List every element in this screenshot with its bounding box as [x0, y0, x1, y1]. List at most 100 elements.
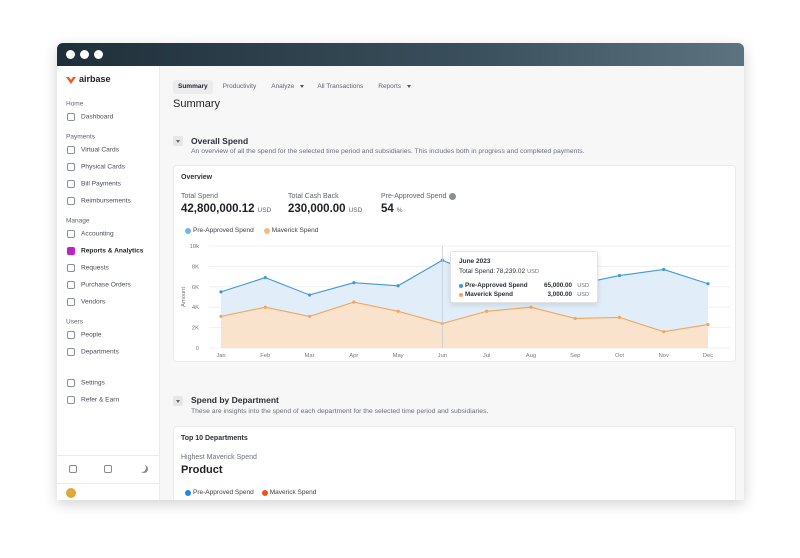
divider — [57, 483, 160, 484]
x-tick-label: Sep — [570, 353, 580, 359]
data-point — [529, 305, 533, 309]
data-point — [706, 282, 710, 286]
nav-heading: Manage — [66, 217, 90, 225]
tooltip-total-label: Total Spend: — [459, 268, 496, 275]
data-point — [573, 316, 577, 321]
nav-item[interactable]: Physical Cards — [81, 163, 125, 171]
tooltip-total-value: 78,239.02 — [496, 268, 526, 275]
tab[interactable]: Reports — [378, 83, 402, 90]
tooltip-row-name: Pre-Approved Spend — [465, 282, 528, 289]
nav-heading: Payments — [66, 133, 95, 141]
metric-unit: % — [396, 207, 403, 214]
nav-item[interactable]: Refer & Earn — [81, 396, 120, 404]
metric-unit: USD — [348, 207, 363, 214]
tab[interactable]: Summary — [173, 80, 213, 94]
logo-mark — [66, 77, 76, 84]
tooltip-dot — [459, 284, 463, 288]
data-point — [617, 315, 622, 319]
legend-dot — [185, 490, 191, 496]
window-dot[interactable] — [94, 50, 103, 59]
nav-icon[interactable] — [67, 180, 75, 188]
section-description: These are insights into the spend of eac… — [191, 408, 489, 415]
x-tick-label: Jan — [216, 353, 225, 359]
nav-item[interactable]: People — [81, 331, 102, 339]
tooltip: June 2023 Total Spend: 78,239.02 USD Pre-App… — [450, 251, 598, 303]
y-tick-label: 8K — [192, 264, 199, 270]
card-title: Top 10 Departments — [181, 435, 248, 442]
section-title: Spend by Department — [191, 395, 279, 405]
overview-card: Overview Total Spend 42,800,000.12 USD Tota… — [173, 165, 736, 362]
nav-icon[interactable] — [67, 163, 75, 171]
nav-item[interactable]: Reimbursements — [81, 197, 131, 205]
nav-item[interactable]: Vendors — [81, 298, 106, 306]
data-point — [485, 309, 489, 313]
nav-icon[interactable] — [67, 197, 75, 205]
tab[interactable]: All Transactions — [317, 83, 364, 90]
nav-icon[interactable] — [67, 379, 75, 387]
legend-label: Maverick Spend — [269, 489, 317, 496]
nav-icon[interactable] — [67, 146, 75, 154]
icon[interactable] — [69, 465, 77, 473]
info-icon[interactable] — [449, 193, 457, 200]
nav-icon[interactable] — [67, 230, 75, 238]
nav-icon[interactable] — [67, 298, 75, 306]
y-tick-label: 0 — [196, 346, 199, 352]
logo: airbase — [79, 74, 111, 84]
data-point — [396, 309, 400, 313]
data-point — [263, 276, 267, 280]
window-dot[interactable] — [66, 50, 75, 59]
data-point — [219, 290, 223, 294]
data-point — [352, 300, 356, 304]
nav-icon[interactable] — [67, 331, 75, 339]
tab-caret[interactable] — [407, 85, 412, 88]
legend-label: Maverick Spend — [271, 227, 319, 234]
nav-item[interactable]: Virtual Cards — [81, 146, 119, 154]
toggle[interactable] — [173, 396, 183, 406]
avatar[interactable] — [66, 488, 76, 498]
metric-label: Total Cash Back — [288, 193, 339, 200]
nav-item[interactable]: Accounting — [81, 230, 114, 238]
highlight-label: Highest Maverick Spend — [181, 454, 257, 461]
x-tick-label: Feb — [260, 353, 270, 359]
toggle[interactable] — [173, 136, 183, 146]
tooltip-dot — [459, 293, 463, 297]
nav-item[interactable]: Purchase Orders — [81, 281, 131, 289]
nav-item[interactable]: Settings — [81, 379, 105, 387]
nav-item[interactable]: Requests — [81, 264, 109, 272]
y-axis-label: Amount — [181, 287, 187, 307]
x-tick-label: Jun — [438, 353, 447, 359]
nav-item[interactable]: Bill Payments — [81, 180, 121, 188]
x-tick-label: Dec — [703, 353, 713, 359]
tab[interactable]: Productivity — [222, 83, 257, 90]
nav-icon[interactable] — [67, 247, 75, 255]
tab-caret[interactable] — [300, 85, 305, 88]
tab[interactable]: Analyze — [271, 83, 295, 90]
icon[interactable] — [104, 465, 112, 473]
title-bar — [57, 43, 744, 66]
nav-item[interactable]: Departments — [81, 348, 119, 356]
x-tick-label: May — [393, 353, 404, 359]
legend-dot — [263, 228, 270, 234]
nav-icon[interactable] — [67, 281, 75, 289]
x-tick-label: Nov — [659, 353, 669, 359]
nav-icon[interactable] — [67, 113, 75, 121]
nav-icon[interactable] — [67, 348, 75, 356]
x-tick-label: Oct — [615, 353, 624, 359]
nav-item[interactable]: Reports & Analytics — [81, 247, 144, 255]
window-dot[interactable] — [80, 50, 89, 59]
nav-item[interactable]: Dashboard — [81, 113, 114, 121]
series-line — [220, 301, 709, 333]
sidebar: airbase Home Dashboard Payments Virtual Car… — [57, 66, 160, 500]
nav-icon[interactable] — [67, 264, 75, 272]
metric-unit: USD — [257, 207, 272, 214]
legend-dot — [185, 228, 191, 234]
y-tick-label: 2K — [192, 326, 199, 332]
page-title: Summary — [173, 98, 221, 110]
icon[interactable] — [140, 465, 148, 473]
nav-icon[interactable] — [67, 396, 75, 404]
data-point — [662, 267, 666, 272]
card-title: Overview — [181, 174, 213, 181]
metric-label: Pre-Approved Spend — [381, 193, 447, 200]
tooltip-title: June 2023 — [459, 258, 491, 265]
data-point — [396, 284, 400, 288]
